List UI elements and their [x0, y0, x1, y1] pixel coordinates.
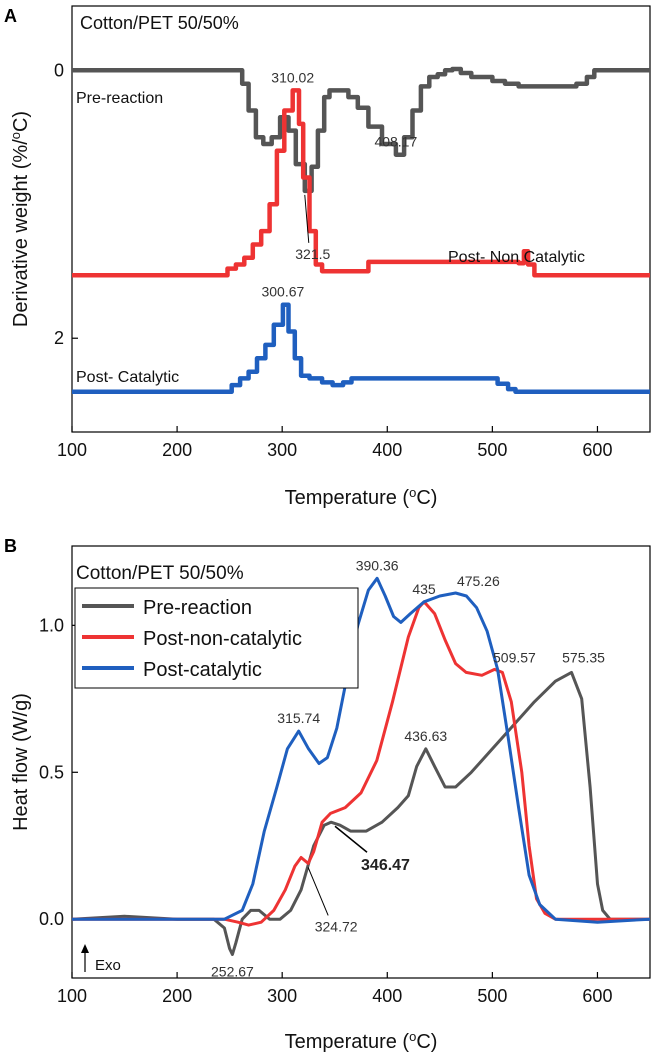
- data-label: 475.26: [457, 573, 500, 589]
- panel-b-data-labels: 252.67 436.63 575.35 435 509.57 324.72 315.74 3…: [211, 557, 605, 979]
- exo-arrow: Exo: [81, 944, 121, 974]
- panel-b-label: B: [4, 536, 17, 556]
- callout-leader: [334, 825, 368, 853]
- x-tick-label: 400: [372, 440, 402, 460]
- panel-a-series: [72, 66, 650, 395]
- y-tick-label: 0: [54, 60, 64, 80]
- x-tick-label: 100: [57, 986, 87, 1006]
- series-line-pre-reaction: [72, 66, 650, 194]
- panel-a-data-labels: 321.5 408.17 310.02 300.67: [261, 69, 417, 299]
- panel-a-ticks: 100 200 300 400 500 600 0 2: [54, 60, 612, 460]
- panel-a-ylabel: Derivative weight (%/oC): [8, 111, 32, 327]
- legend-label-pre-reaction: Pre-reaction: [143, 597, 252, 619]
- panel-a-annotation-pre-reaction: Pre-reaction: [76, 90, 163, 107]
- x-tick-label: 300: [267, 440, 297, 460]
- data-label: 575.35: [562, 649, 605, 665]
- y-tick-label: 1.0: [39, 615, 64, 635]
- data-label: 300.67: [261, 284, 304, 300]
- series-line-post-catalytic: [72, 576, 651, 924]
- y-tick-label: 2: [54, 328, 64, 348]
- x-tick-label: 300: [267, 986, 297, 1006]
- panel-b-xlabel: Temperature (oC): [285, 1029, 438, 1053]
- data-label: 509.57: [493, 649, 536, 665]
- data-label: 252.67: [211, 963, 254, 979]
- y-tick-label: 0.0: [39, 909, 64, 929]
- series-line-post-non-catalytic: [72, 600, 650, 927]
- legend-label-post-catalytic: Post-catalytic: [143, 659, 262, 681]
- x-tick-label: 200: [162, 440, 192, 460]
- data-label: 408.17: [374, 134, 417, 150]
- series-line-post-catalytic: [72, 302, 650, 395]
- series-line-post-non-catalytic: [72, 88, 650, 278]
- x-tick-label: 200: [162, 986, 192, 1006]
- panel-a-annotation-post-catalytic: Post- Catalytic: [76, 369, 179, 386]
- data-label: 436.63: [404, 728, 447, 744]
- callout-leader: [304, 194, 310, 243]
- exo-label: Exo: [95, 957, 121, 974]
- data-label: 321.5: [295, 246, 330, 262]
- panel-a-xlabel: Temperature (oC): [285, 485, 438, 509]
- panel-a: A 100 200 300 400 500 600 0 2 321.5 408.17 310.02…: [4, 5, 651, 509]
- panel-b: B 100 200 300 400 500 600 0.0 0.5 1.0 252.67 436.…: [4, 536, 651, 1053]
- x-tick-label: 600: [582, 986, 612, 1006]
- panel-a-label: A: [4, 6, 17, 26]
- x-tick-label: 400: [372, 986, 402, 1006]
- data-label: 390.36: [356, 557, 399, 573]
- x-tick-label: 600: [582, 440, 612, 460]
- panel-b-series: [71, 576, 651, 956]
- series-line-pre-reaction: [71, 670, 650, 956]
- exo-arrow-head-icon: [81, 944, 89, 953]
- panel-a-plot-frame: [71, 5, 651, 433]
- panel-b-ylabel: Heat flow (W/g): [10, 693, 32, 831]
- panel-b-legend: Pre-reaction Post-non-catalytic Post-cat…: [74, 587, 359, 689]
- data-label: 310.02: [271, 69, 314, 85]
- data-label: 435: [412, 581, 436, 597]
- y-tick-label: 0.5: [39, 762, 64, 782]
- callout-label: 346.47: [361, 857, 410, 874]
- x-tick-label: 100: [57, 440, 87, 460]
- panel-b-plot-frame: [71, 545, 651, 979]
- panel-b-title: Cotton/PET 50/50%: [76, 563, 244, 584]
- x-tick-label: 500: [477, 440, 507, 460]
- data-label: 315.74: [277, 710, 320, 726]
- panel-a-title: Cotton/PET 50/50%: [80, 13, 239, 33]
- data-label: 324.72: [315, 918, 358, 934]
- callout-leader: [307, 867, 329, 916]
- legend-label-post-non-catalytic: Post-non-catalytic: [143, 628, 302, 650]
- panel-a-annotation-post-non-catalytic: Post- Non Catalytic: [448, 249, 585, 266]
- x-tick-label: 500: [477, 986, 507, 1006]
- panel-b-ticks: 100 200 300 400 500 600 0.0 0.5 1.0: [39, 615, 613, 1006]
